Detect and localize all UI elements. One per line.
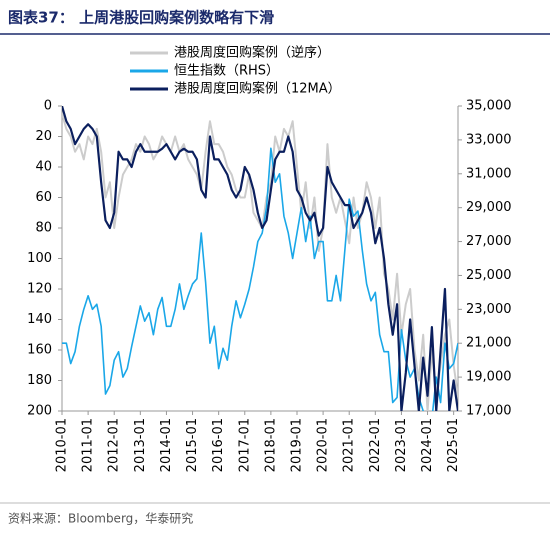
y2-tick-label: 33,000 (466, 132, 512, 147)
y-tick-label: 160 (27, 343, 52, 358)
x-tick-label: 2013-01 (133, 418, 148, 472)
y2-tick-label: 27,000 (466, 234, 512, 249)
x-tick-label: 2015-01 (185, 418, 200, 472)
x-tick-label: 2023-01 (394, 418, 409, 472)
y-tick-label: 180 (27, 373, 52, 388)
y2-tick-label: 17,000 (466, 404, 512, 419)
y2-tick-label: 19,000 (466, 370, 512, 385)
x-tick-label: 2025-01 (446, 418, 461, 472)
y-tick-label: 60 (35, 190, 52, 205)
y-tick-label: 20 (35, 129, 52, 144)
legend-label: 港股周度回购案例（12MA） (174, 81, 341, 97)
y2-tick-label: 31,000 (466, 166, 512, 181)
legend-label: 港股周度回购案例（逆序） (174, 45, 330, 61)
x-tick-label: 2021-01 (342, 418, 357, 472)
chart-title: 图表37： 上周港股回购案例数略有下滑 (8, 9, 274, 27)
legend-label: 恒生指数（RHS） (174, 64, 279, 79)
y-tick-label: 0 (44, 99, 52, 114)
x-tick-label: 2022-01 (368, 418, 383, 472)
x-tick-label: 2012-01 (107, 418, 122, 472)
y2-tick-label: 35,000 (466, 99, 512, 114)
x-tick-label: 2020-01 (316, 418, 331, 472)
y-tick-label: 80 (35, 221, 52, 236)
y2-tick-label: 23,000 (466, 302, 512, 317)
series-line (62, 106, 458, 411)
y2-tick-label: 21,000 (466, 336, 512, 351)
x-tick-label: 2017-01 (237, 418, 252, 472)
y2-tick-label: 29,000 (466, 200, 512, 215)
x-tick-label: 2024-01 (420, 418, 435, 472)
x-tick-label: 2011-01 (81, 418, 96, 472)
y-tick-label: 100 (27, 251, 52, 266)
series-line (62, 147, 458, 411)
x-tick-label: 2010-01 (55, 418, 70, 472)
y2-tick-label: 25,000 (466, 268, 512, 283)
y-tick-label: 140 (27, 312, 52, 327)
x-tick-label: 2014-01 (159, 418, 174, 472)
y-tick-label: 40 (35, 160, 52, 175)
source: 资料来源：Bloomberg，华泰研究 (8, 511, 193, 526)
x-tick-label: 2018-01 (263, 418, 278, 472)
x-tick-label: 2016-01 (211, 418, 226, 472)
y-tick-label: 120 (27, 282, 52, 297)
x-tick-label: 2019-01 (289, 418, 304, 472)
y-tick-label: 200 (27, 404, 52, 419)
